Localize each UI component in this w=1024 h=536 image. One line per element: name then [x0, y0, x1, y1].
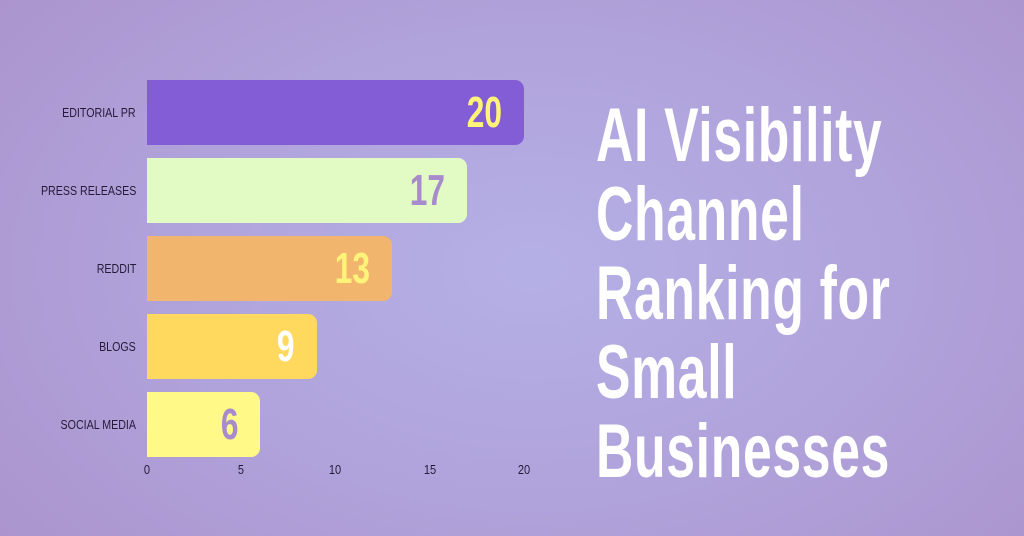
bar-value-label: 13 [334, 244, 371, 293]
bar-row-editorial-pr: EDITORIAL PR 20 [0, 80, 560, 145]
title-line: Businesses [596, 409, 891, 494]
bar-row-press-releases: PRESS RELEASES 17 [0, 158, 560, 223]
category-label: SOCIAL MEDIA [60, 417, 136, 432]
title-line: Small [596, 330, 738, 415]
bar-blogs: 9 [147, 314, 317, 379]
bar-row-reddit: REDDIT 13 [0, 236, 560, 301]
x-axis-tick: 5 [237, 462, 245, 477]
x-axis-tick: 15 [423, 462, 437, 477]
category-label: REDDIT [96, 261, 136, 276]
x-axis-tick: 0 [143, 462, 151, 477]
category-label: EDITORIAL PR [62, 105, 136, 120]
bar-reddit: 13 [147, 236, 393, 301]
x-axis-tick: 20 [517, 462, 531, 477]
bar-value-label: 9 [277, 322, 295, 371]
title-line: Ranking for [596, 251, 891, 336]
bar-press-releases: 17 [147, 158, 468, 223]
bar-value-label: 6 [220, 400, 239, 449]
bar-chart: EDITORIAL PR 20 PRESS RELEASES 17 REDDIT… [0, 80, 560, 477]
bar-editorial-pr: 20 [147, 80, 524, 145]
category-label: BLOGS [99, 339, 136, 354]
bar-row-social-media: SOCIAL MEDIA 6 [0, 392, 560, 457]
x-axis-tick: 10 [328, 462, 342, 477]
bar-row-blogs: BLOGS 9 [0, 314, 560, 379]
bar-social-media: 6 [147, 392, 261, 457]
bar-value-label: 17 [410, 166, 446, 215]
category-label: PRESS RELEASES [40, 183, 136, 198]
bar-value-label: 20 [466, 88, 502, 137]
title-line: Channel [596, 172, 805, 257]
title-line: AI Visibility [596, 93, 883, 178]
chart-title: AI Visibility Channel Ranking for Small … [596, 96, 1016, 491]
